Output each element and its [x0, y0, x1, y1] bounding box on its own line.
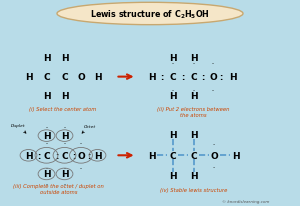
Text: :: : [160, 73, 163, 82]
Text: ··: ·· [171, 61, 174, 66]
Text: ··: ·· [80, 165, 82, 170]
Text: :: : [87, 151, 91, 160]
Text: O: O [211, 151, 218, 160]
Text: ··: ·· [213, 141, 216, 146]
Text: (i) Select the center atom: (i) Select the center atom [29, 107, 97, 112]
Text: ··: ·· [45, 181, 48, 186]
Text: Octet: Octet [84, 124, 96, 128]
Text: ··: ·· [63, 141, 66, 146]
Text: H: H [169, 91, 176, 100]
Text: © knordislearning.com: © knordislearning.com [222, 199, 270, 203]
Text: H: H [229, 73, 236, 82]
Text: ··: ·· [63, 181, 66, 186]
Text: H: H [94, 73, 101, 82]
Text: $\mathbf{Lewis\ structure\ of\ C_2H_5OH}$: $\mathbf{Lewis\ structure\ of\ C_2H_5OH}… [90, 9, 210, 21]
Text: ··: ·· [45, 141, 48, 146]
Text: H: H [190, 172, 197, 181]
Text: H: H [43, 54, 50, 63]
Text: :: : [37, 151, 41, 160]
Text: H: H [190, 91, 197, 100]
Text: (iv) Stable lewis structure: (iv) Stable lewis structure [160, 187, 227, 192]
Text: C: C [43, 151, 50, 160]
Text: Duplet: Duplet [11, 124, 25, 128]
Text: ··: ·· [80, 141, 82, 146]
Text: H: H [232, 151, 239, 160]
Text: (ii) Put 2 electrons between
the atoms: (ii) Put 2 electrons between the atoms [157, 107, 230, 118]
Text: H: H [43, 91, 50, 100]
Text: H: H [61, 131, 68, 140]
Text: C: C [43, 73, 50, 82]
Text: ··: ·· [212, 88, 214, 93]
FancyArrowPatch shape [118, 153, 131, 158]
Text: H: H [43, 170, 50, 179]
Text: H: H [25, 151, 32, 160]
Text: C: C [61, 151, 68, 160]
FancyArrowPatch shape [24, 131, 26, 133]
Text: (iii) Complete the octet / duplet on
outside atoms: (iii) Complete the octet / duplet on out… [13, 183, 104, 194]
Text: C: C [61, 73, 68, 82]
Text: ··: ·· [212, 61, 214, 66]
Text: :: : [72, 151, 75, 160]
Text: H: H [25, 73, 32, 82]
Text: C: C [190, 73, 197, 82]
Text: :: : [219, 73, 223, 82]
Text: ··: ·· [171, 88, 174, 93]
Text: ··: ·· [63, 165, 66, 170]
Text: H: H [148, 73, 155, 82]
Text: O: O [77, 73, 85, 82]
Text: ··: ·· [63, 124, 66, 129]
Text: ··: ·· [192, 88, 195, 93]
Text: H: H [61, 54, 68, 63]
Text: C: C [190, 151, 197, 160]
Text: :: : [181, 73, 184, 82]
FancyArrowPatch shape [82, 131, 84, 133]
Ellipse shape [57, 3, 243, 26]
Text: C: C [169, 73, 176, 82]
Text: C: C [169, 151, 176, 160]
Text: H: H [169, 54, 176, 63]
Text: O: O [77, 151, 85, 160]
Text: H: H [61, 91, 68, 100]
Text: H: H [169, 172, 176, 181]
Text: ··: ·· [192, 61, 195, 66]
Text: :: : [201, 73, 204, 82]
Text: H: H [190, 130, 197, 139]
Text: H: H [61, 170, 68, 179]
Text: ··: ·· [45, 165, 48, 170]
Text: ··: ·· [45, 124, 48, 129]
Text: O: O [209, 73, 217, 82]
FancyArrowPatch shape [118, 75, 131, 80]
Text: H: H [94, 151, 101, 160]
Text: ··: ·· [213, 165, 216, 170]
Text: H: H [148, 151, 155, 160]
Text: H: H [190, 54, 197, 63]
Text: :: : [55, 151, 58, 160]
Text: H: H [43, 131, 50, 140]
Text: H: H [169, 130, 176, 139]
